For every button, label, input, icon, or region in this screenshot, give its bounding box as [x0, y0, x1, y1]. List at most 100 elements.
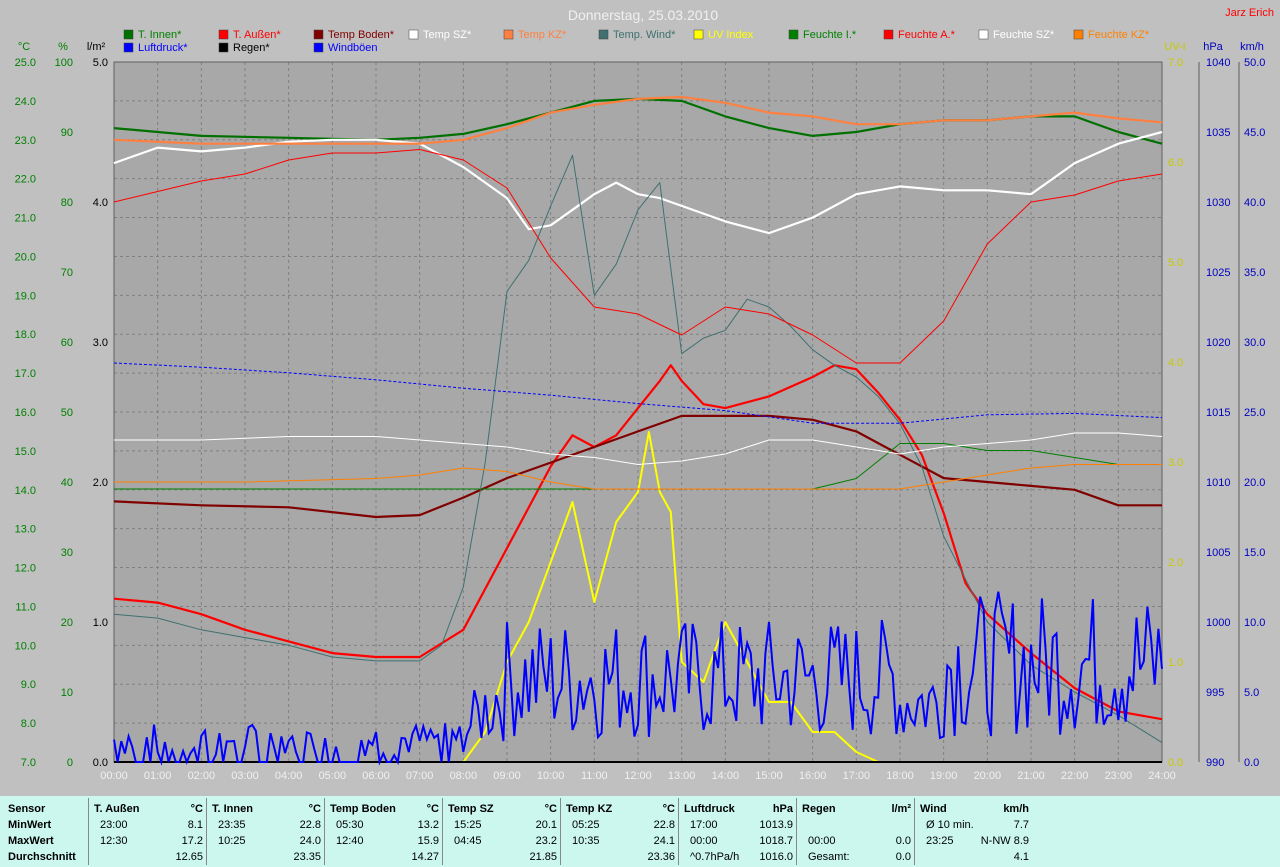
stats-max-time: 00:00: [808, 835, 836, 847]
axis-tick-hum: 50: [61, 407, 73, 419]
axis-tick-press: 1005: [1206, 547, 1230, 559]
legend-label: Windböen: [328, 42, 378, 54]
stats-row-label: MaxWert: [8, 835, 54, 847]
axis-tick-wind: 50.0: [1244, 57, 1265, 69]
axis-tick-wind: 40.0: [1244, 197, 1265, 209]
axis-tick-wind: 0.0: [1244, 757, 1259, 769]
axis-tick-press: 995: [1206, 687, 1224, 699]
x-tick-label: 07:00: [406, 770, 434, 782]
axis-tick-temp: 11.0: [15, 601, 36, 613]
axis-unit-uv: UV-I: [1164, 41, 1185, 53]
axis-tick-temp: 23.0: [15, 135, 36, 147]
axis-tick-wind: 45.0: [1244, 127, 1265, 139]
x-tick-label: 02:00: [188, 770, 216, 782]
stats-avg-value: 4.1: [1013, 851, 1029, 863]
x-tick-label: 21:00: [1017, 770, 1045, 782]
axis-tick-press: 1010: [1206, 477, 1230, 489]
axis-tick-uv: 0.0: [1168, 757, 1183, 769]
stats-avg-value: 12.65: [175, 851, 203, 863]
axis-unit-temp: °C: [18, 41, 30, 53]
axis-tick-press: 990: [1206, 757, 1224, 769]
stats-min-value: 20.1: [535, 819, 557, 831]
legend-label: UV Index: [708, 29, 754, 41]
axis-tick-temp: 18.0: [15, 329, 36, 341]
stats-avg-label: ^0.7hPa/h: [690, 851, 740, 863]
legend-label: Luftdruck*: [138, 42, 188, 54]
stats-min-value: 22.8: [299, 819, 321, 831]
stats-col-name: T. Außen: [94, 803, 140, 815]
stats-col-name: T. Innen: [212, 803, 253, 815]
axis-tick-wind: 35.0: [1244, 267, 1265, 279]
stats-col-name: Temp Boden: [330, 803, 396, 815]
legend-label: Feuchte I.*: [803, 29, 857, 41]
legend-swatch: [313, 42, 324, 53]
stats-max-value: 0.0: [895, 835, 911, 847]
stats-col-unit: °C: [308, 803, 321, 815]
axis-tick-press: 1025: [1206, 267, 1230, 279]
axis-tick-uv: 5.0: [1168, 257, 1183, 269]
axis-tick-press: 1015: [1206, 407, 1230, 419]
legend-label: T. Außen*: [233, 29, 281, 41]
stats-col-name: Regen: [802, 803, 836, 815]
stats-max-time: 10:35: [572, 835, 600, 847]
stats-max-time: 04:45: [454, 835, 482, 847]
axes: 25.0 24.0 23.0 22.0 21.0 20.0 19.0 18.0 17.0 16.0…: [15, 41, 1266, 782]
axis-unit-hum: %: [58, 41, 68, 53]
axis-tick-uv: 4.0: [1168, 357, 1183, 369]
stats-min-value: 22.8: [653, 819, 675, 831]
x-tick-label: 13:00: [668, 770, 696, 782]
axis-tick-wind: 5.0: [1244, 687, 1259, 699]
stats-max-time: 10:25: [218, 835, 246, 847]
x-tick-label: 00:00: [100, 770, 128, 782]
x-tick-label: 10:00: [537, 770, 565, 782]
stats-min-time: 05:30: [336, 819, 364, 831]
stats-max-time: 23:25: [926, 835, 954, 847]
axis-tick-temp: 22.0: [15, 174, 36, 186]
axis-tick-hum: 40: [61, 477, 73, 489]
axis-tick-hum: 0: [67, 757, 73, 769]
legend-swatch: [598, 29, 609, 40]
series-line: [113, 149, 1163, 364]
series-line: [113, 130, 1163, 235]
legend: T. Innen* T. Außen* Temp Boden* Temp SZ* Tem…: [123, 29, 1150, 54]
stats-row-label: MinWert: [8, 819, 52, 831]
x-tick-label: 09:00: [493, 770, 521, 782]
axis-tick-uv: 7.0: [1168, 57, 1183, 69]
legend-label: Temp KZ*: [518, 29, 567, 41]
axis-tick-wind: 20.0: [1244, 477, 1265, 489]
axis-tick-temp: 10.0: [15, 640, 36, 652]
stats-max-value: 1018.7: [759, 835, 793, 847]
stats-avg-value: 1016.0: [759, 851, 793, 863]
axis-tick-hum: 70: [61, 267, 73, 279]
legend-label: Feuchte KZ*: [1088, 29, 1150, 41]
axis-tick-uv: 2.0: [1168, 557, 1183, 569]
x-tick-label: 11:00: [581, 770, 608, 782]
stats-min-time: 17:00: [690, 819, 718, 831]
axis-tick-temp: 15.0: [15, 446, 36, 458]
stats-max-time: 12:30: [100, 835, 128, 847]
stats-col-unit: hPa: [772, 803, 793, 815]
axis-tick-hum: 20: [61, 617, 73, 629]
stats-separator: [88, 798, 89, 865]
x-tick-label: 16:00: [799, 770, 827, 782]
x-tick-label: 19:00: [930, 770, 958, 782]
axis-tick-hum: 90: [61, 127, 73, 139]
stats-avg-value: 14.27: [411, 851, 439, 863]
legend-swatch: [408, 29, 419, 40]
axis-tick-rain: 2.0: [93, 477, 108, 489]
axis-tick-hum: 100: [55, 57, 73, 69]
stats-avg-value: 23.35: [293, 851, 321, 863]
series-line: [114, 431, 1162, 763]
axis-tick-temp: 8.0: [21, 718, 36, 730]
axis-tick-hum: 10: [61, 687, 73, 699]
axis-tick-uv: 1.0: [1168, 657, 1183, 669]
stats-min-time: 05:25: [572, 819, 600, 831]
x-tick-label: 08:00: [450, 770, 478, 782]
series-lines: [113, 95, 1163, 766]
series-line-windboeen: [113, 591, 1163, 766]
axis-tick-rain: 4.0: [93, 197, 108, 209]
grid-lines: [113, 61, 1163, 763]
stats-min-value: 13.2: [417, 819, 439, 831]
x-tick-label: 01:00: [144, 770, 172, 782]
axis-tick-temp: 17.0: [15, 368, 36, 380]
